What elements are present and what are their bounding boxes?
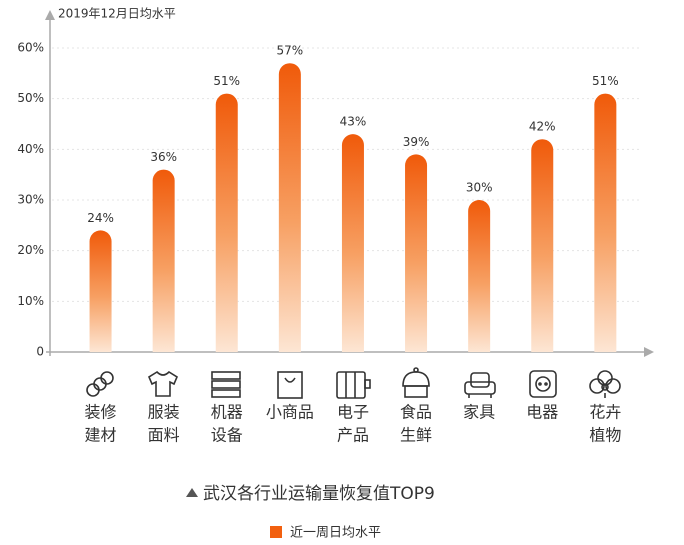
x-tick-label: 面料 <box>148 426 180 445</box>
x-tick-label: 家具 <box>463 403 495 422</box>
x-tick-label: 服装 <box>148 403 180 422</box>
value-label: 36% <box>150 150 177 164</box>
title-triangle <box>186 488 198 497</box>
value-label: 51% <box>592 74 619 88</box>
y-axis-arrow <box>45 10 55 20</box>
value-label: 57% <box>277 44 304 58</box>
value-label: 42% <box>529 120 556 134</box>
legend-label: 近一周日均水平 <box>290 526 381 541</box>
x-tick-label: 植物 <box>589 426 621 445</box>
bar <box>468 200 491 352</box>
category-icons <box>86 367 621 399</box>
bar <box>341 134 364 352</box>
chart-title: 武汉各行业运输量恢复值TOP9 <box>203 484 435 504</box>
bar <box>405 154 428 352</box>
y-tick-label: 30% <box>17 193 44 207</box>
x-tick-label: 装修 <box>85 403 117 422</box>
value-label: 30% <box>466 181 493 195</box>
y-axis-label: 2019年12月日均水平 <box>58 7 176 21</box>
bar <box>152 169 175 352</box>
bar <box>531 139 554 352</box>
x-tick-label: 设备 <box>211 426 243 445</box>
value-label: 39% <box>403 135 430 149</box>
x-tick-label: 花卉 <box>589 403 621 422</box>
x-tick-label: 电子 <box>337 403 369 422</box>
x-tick-label: 食品 <box>400 403 432 422</box>
x-axis-arrow <box>644 347 654 357</box>
bar <box>89 230 112 352</box>
x-tick-label: 小商品 <box>266 403 314 422</box>
y-tick-label: 10% <box>17 294 44 308</box>
value-label: 43% <box>340 115 367 129</box>
legend-swatch <box>270 526 282 538</box>
x-tick-label: 电器 <box>526 403 558 422</box>
bar <box>278 63 301 352</box>
x-tick-label: 产品 <box>337 426 369 445</box>
y-tick-label: 20% <box>17 243 44 257</box>
bar <box>594 93 617 352</box>
y-tick-label: 50% <box>17 91 44 105</box>
value-label: 51% <box>213 74 240 88</box>
x-tick-label: 机器 <box>211 403 243 422</box>
y-tick-label: 40% <box>17 142 44 156</box>
bar <box>215 93 238 352</box>
y-tick-label: 0 <box>36 345 44 359</box>
x-tick-label: 建材 <box>85 426 117 445</box>
x-tick-label: 生鲜 <box>400 426 432 445</box>
y-tick-label: 60% <box>17 41 44 55</box>
value-label: 24% <box>87 211 114 225</box>
